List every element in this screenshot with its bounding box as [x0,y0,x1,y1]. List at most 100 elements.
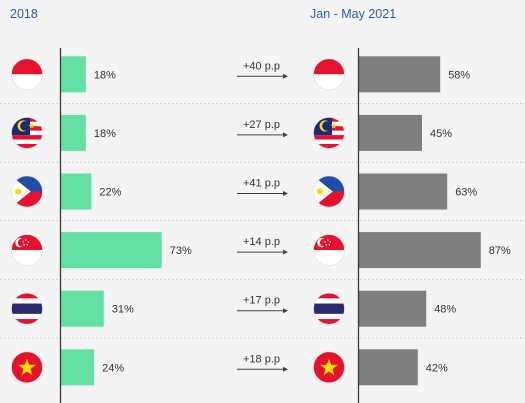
flag-small-star [326,239,329,241]
bar-2021 [359,114,422,151]
philippines-flag-body [313,176,345,207]
bar-2018 [61,56,86,93]
flag-stripe [313,139,345,144]
change-arrow-head [283,73,288,79]
flag-outline [11,292,43,325]
value-label-2021: 42% [426,362,448,374]
flag-stripe [313,143,345,149]
bar-2021 [359,173,448,210]
flag-outline [11,234,43,266]
flag-stripe [11,139,43,144]
thailand-flag-body [313,293,345,325]
flag-star [25,190,29,193]
singapore-flag-body [313,234,345,266]
flag-blue-band [11,303,43,314]
flag-small-star [24,239,27,241]
flag-sun [316,188,324,195]
flag-red-top [313,293,345,299]
value-label-2018: 18% [94,69,116,81]
left-panel-header: 2018 [10,7,38,21]
malaysia-flag-body [11,117,43,149]
flag-stripe [11,135,43,140]
flag-white-band [313,250,345,266]
row-separators [0,103,525,339]
value-label-2021: 63% [455,187,477,199]
singapore-flag-body [11,234,43,266]
flag-outline [313,117,345,149]
flag-red-band [313,58,345,75]
flag-small-star [27,241,30,243]
value-label-2021: 58% [448,69,470,81]
value-label-2018: 73% [170,245,192,257]
flag-stripe [11,143,43,149]
bar-2018 [61,232,162,269]
left-flag-indonesia [11,58,43,91]
left-flag-thailand [11,292,43,325]
left-flag-philippines [11,175,43,208]
change-label: +18 p.p [243,353,280,365]
vietnam-flag-body [313,351,345,383]
flag-red-bottom [11,319,43,325]
flag-red-bottom [313,319,345,325]
change-label: +40 p.p [243,60,280,72]
value-label-2018: 18% [94,128,116,140]
change-arrow-head [283,191,288,196]
change-label: +14 p.p [243,236,280,248]
flag-outline [11,117,43,149]
vietnam-flag-body [11,351,43,383]
value-label-2018: 31% [112,304,134,316]
value-label-2018: 22% [99,187,121,199]
bar-2018 [61,114,86,151]
change-label: +27 p.p [243,119,280,131]
flag-outline [11,58,43,91]
change-arrow-head [283,132,288,138]
flag-small-star [22,241,25,243]
flag-small-star [324,241,327,243]
flag-crescent-inner [319,238,328,247]
bar-2018 [61,349,95,386]
right-flag-thailand [313,292,345,325]
flag-outline [11,175,43,208]
flag-triangle [11,176,31,207]
flag-small-star [325,244,327,246]
value-label-2021: 48% [434,304,456,316]
flag-star [28,122,35,129]
flag-small-star [26,244,29,246]
left-flag-vietnam [11,351,43,384]
value-label-2018: 24% [102,362,124,374]
change-label: +41 p.p [243,178,280,190]
flag-white-band [11,74,43,90]
flag-crescent-inner [20,121,30,131]
right-flag-vietnam [313,351,345,384]
indonesia-flag-body [11,58,43,90]
flag-blue-band [313,303,345,314]
bar-2021 [359,56,441,93]
change-label: +17 p.p [243,295,280,307]
right-flag-singapore [313,234,345,266]
flag-white-band [11,250,43,266]
flag-outline [313,351,345,384]
flag-star [330,122,337,129]
flag-star [320,358,338,376]
flag-small-star [328,244,331,246]
thailand-flag-body [11,293,43,325]
chart-rows: 18% +40 p.p 58% 18% +27 p.p 45% 22% +41 p.p 63% 7… [11,56,511,386]
right-flag-philippines [313,175,345,208]
flag-crescent-inner [17,238,26,247]
left-flag-singapore [11,234,43,266]
flag-white-band [313,74,345,90]
right-flag-malaysia [313,117,345,149]
flag-outline [313,58,345,91]
flag-red-band [11,58,43,75]
bar-2018 [61,290,104,327]
change-arrow-head [283,249,288,255]
bar-2018 [61,173,92,210]
philippines-flag-body [11,176,43,207]
value-label-2021: 45% [430,128,452,140]
flag-small-star [23,244,25,246]
flag-outline [11,351,43,384]
indonesia-flag-body [313,58,345,90]
flag-small-star [329,241,332,243]
right-panel-header: Jan - May 2021 [310,7,396,21]
